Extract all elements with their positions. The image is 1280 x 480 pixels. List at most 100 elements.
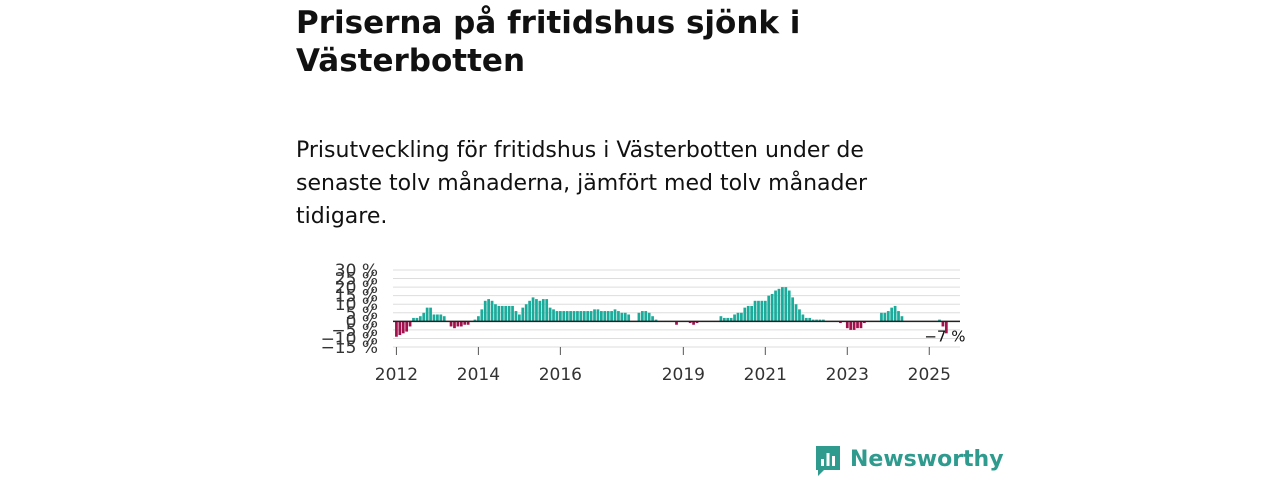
grid-lines xyxy=(393,269,960,348)
bar xyxy=(405,321,409,332)
bar xyxy=(412,317,415,322)
bar xyxy=(859,321,863,329)
bar xyxy=(845,321,849,329)
bar xyxy=(811,319,815,322)
y-tick-label: 15 % xyxy=(335,287,378,307)
y-tick-label: 30 % xyxy=(335,261,378,281)
bar xyxy=(781,287,784,322)
bar xyxy=(880,312,883,322)
bar xyxy=(886,311,890,322)
bar xyxy=(449,321,453,327)
bar xyxy=(757,300,760,322)
bar xyxy=(500,305,504,322)
bar xyxy=(856,321,859,329)
bar xyxy=(941,321,945,327)
bar xyxy=(740,312,743,322)
bar xyxy=(852,321,856,330)
bar xyxy=(490,300,494,322)
bar xyxy=(429,307,432,322)
x-tick-label: 2014 xyxy=(457,365,500,385)
bar xyxy=(839,321,842,324)
bar xyxy=(497,305,501,322)
bar xyxy=(883,312,887,322)
bar xyxy=(593,309,596,322)
bar xyxy=(418,316,422,322)
bar xyxy=(620,312,624,322)
bar xyxy=(576,311,579,322)
bar xyxy=(463,321,467,325)
bar xyxy=(504,305,508,322)
bar xyxy=(514,311,518,322)
bar xyxy=(719,316,723,322)
bar xyxy=(483,300,487,322)
x-tick-label: 2019 xyxy=(662,365,705,385)
bar xyxy=(794,304,798,322)
bar xyxy=(613,309,617,322)
bar xyxy=(770,293,774,322)
bar xyxy=(753,300,757,322)
bar xyxy=(521,307,525,322)
bar xyxy=(589,311,593,322)
bar xyxy=(617,311,620,322)
bar xyxy=(675,321,678,325)
bar xyxy=(586,311,590,322)
bar xyxy=(651,316,654,322)
bar xyxy=(637,312,641,322)
bar xyxy=(425,307,429,322)
bar xyxy=(722,317,726,322)
bar xyxy=(453,321,456,329)
bar xyxy=(774,290,777,322)
bar xyxy=(815,319,818,322)
bar xyxy=(695,321,699,324)
y-axis-tick-labels: 30 %25 %20 %15 %10 %5 %0 %−5 %−10 %−15 % xyxy=(321,261,378,358)
bars xyxy=(395,287,948,337)
bar xyxy=(763,300,767,322)
bar xyxy=(804,317,808,322)
bar xyxy=(798,309,801,322)
bar xyxy=(562,311,566,322)
brand-name: Newsworthy xyxy=(850,447,1004,472)
chart-title: Priserna på fritidshus sjönk i Västerbot… xyxy=(296,5,801,79)
y-tick-label: 25 % xyxy=(335,270,378,290)
bar xyxy=(849,321,853,330)
bar xyxy=(606,311,610,322)
bar xyxy=(398,321,402,336)
newsworthy-logo[interactable]: Newsworthy xyxy=(814,444,1004,480)
bar xyxy=(459,321,463,327)
bar xyxy=(822,319,825,322)
price-change-bar-chart: 30 %25 %20 %15 %10 %5 %0 %−5 %−10 %−15 %… xyxy=(321,261,966,385)
bar xyxy=(442,316,446,322)
bar xyxy=(579,311,583,322)
bar xyxy=(750,305,754,322)
bar xyxy=(603,311,607,322)
bar xyxy=(944,321,948,334)
bar xyxy=(890,307,894,322)
bar xyxy=(688,321,692,324)
bar xyxy=(559,311,562,322)
bar xyxy=(801,314,805,322)
bar xyxy=(473,319,477,322)
bar xyxy=(466,321,470,325)
bar xyxy=(760,300,764,322)
bar xyxy=(582,311,586,322)
bar xyxy=(938,319,941,322)
bar xyxy=(818,319,822,322)
x-tick-label: 2016 xyxy=(539,365,582,385)
bar xyxy=(692,321,695,325)
bar xyxy=(507,305,511,322)
bar xyxy=(599,311,603,322)
bar xyxy=(863,321,866,324)
bar xyxy=(535,299,538,322)
bar xyxy=(432,314,436,322)
x-tick-label: 2021 xyxy=(744,365,787,385)
bar xyxy=(528,300,531,322)
bar xyxy=(415,317,419,322)
y-tick-label: −5 % xyxy=(331,321,378,341)
bar xyxy=(477,316,480,322)
bar xyxy=(494,304,497,322)
bar xyxy=(784,287,788,322)
bar xyxy=(548,307,552,322)
x-tick-label: 2012 xyxy=(375,365,418,385)
bar xyxy=(746,305,750,322)
x-axis-tick-labels: 2012 2014 2016 2019 2021 2023 2025 xyxy=(375,347,951,385)
